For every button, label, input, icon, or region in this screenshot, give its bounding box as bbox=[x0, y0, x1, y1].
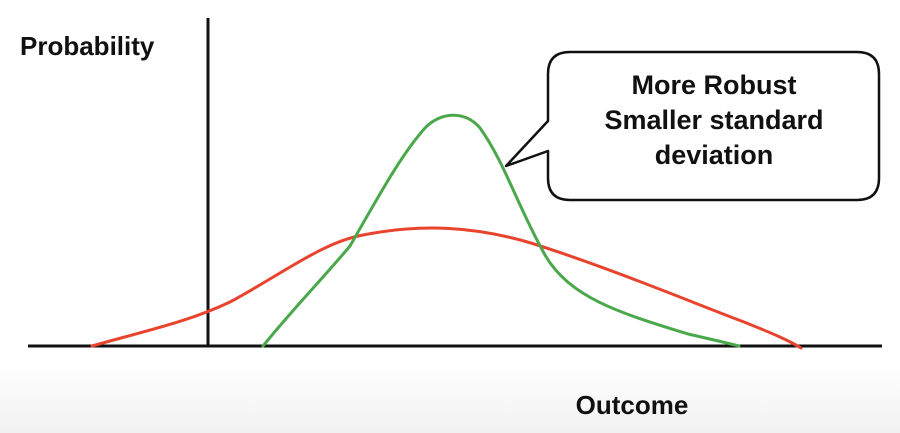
wide-distribution-curve bbox=[90, 226, 803, 350]
y-axis-label: Probability bbox=[20, 31, 155, 61]
callout-line-3: deviation bbox=[655, 140, 774, 170]
callout-line-2: Smaller standard bbox=[604, 105, 823, 135]
x-axis-label: Outcome bbox=[576, 390, 689, 420]
callout-bubble bbox=[504, 50, 881, 202]
narrow-distribution-curve bbox=[261, 113, 741, 348]
callout-line-1: More Robust bbox=[632, 70, 797, 100]
